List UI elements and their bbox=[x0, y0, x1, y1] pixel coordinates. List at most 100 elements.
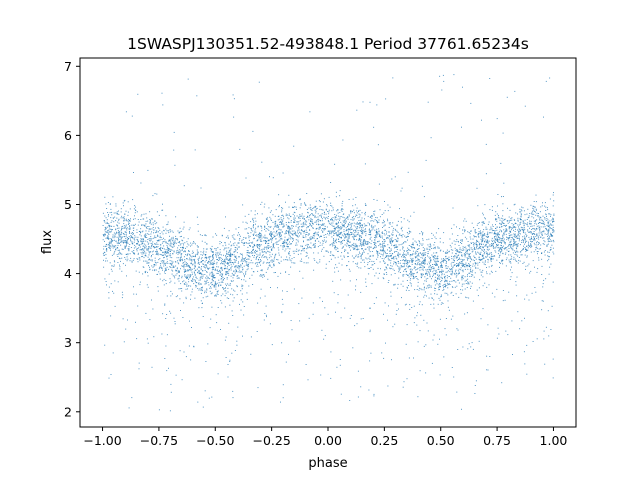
data-point bbox=[195, 286, 197, 288]
data-point bbox=[389, 238, 391, 240]
data-point bbox=[491, 230, 493, 232]
data-point bbox=[168, 239, 170, 241]
data-point bbox=[432, 271, 434, 273]
data-point bbox=[418, 248, 420, 249]
data-point bbox=[113, 235, 115, 237]
data-point bbox=[260, 274, 262, 276]
data-point bbox=[336, 235, 338, 237]
data-point bbox=[360, 224, 362, 226]
data-point bbox=[326, 226, 328, 228]
data-point bbox=[221, 278, 223, 280]
data-point bbox=[194, 273, 196, 275]
data-point bbox=[402, 255, 404, 256]
data-point bbox=[461, 255, 463, 257]
data-point bbox=[236, 248, 238, 250]
data-point bbox=[228, 249, 230, 251]
data-point bbox=[257, 226, 259, 228]
data-point bbox=[212, 258, 214, 260]
data-point bbox=[304, 221, 306, 223]
data-point bbox=[323, 237, 325, 238]
data-point bbox=[200, 287, 202, 289]
data-point bbox=[446, 282, 448, 284]
data-point bbox=[293, 217, 295, 219]
data-point bbox=[335, 191, 337, 193]
data-point bbox=[276, 234, 278, 236]
data-point bbox=[312, 313, 314, 315]
data-point bbox=[470, 271, 472, 273]
data-point bbox=[114, 236, 116, 238]
data-point bbox=[209, 274, 211, 276]
data-point bbox=[498, 217, 500, 219]
data-point bbox=[130, 239, 131, 241]
data-point bbox=[357, 396, 359, 398]
data-point bbox=[161, 242, 163, 244]
data-point bbox=[110, 208, 112, 210]
data-point bbox=[142, 249, 144, 251]
data-point bbox=[419, 264, 421, 266]
data-point bbox=[211, 269, 213, 271]
data-point bbox=[453, 262, 455, 263]
data-point bbox=[388, 259, 390, 261]
data-point bbox=[154, 257, 156, 259]
data-point bbox=[459, 261, 461, 263]
data-point bbox=[396, 224, 398, 226]
data-point bbox=[234, 249, 236, 251]
data-point bbox=[270, 231, 272, 233]
data-point bbox=[121, 291, 123, 293]
data-point bbox=[435, 270, 437, 272]
data-point bbox=[473, 236, 475, 238]
data-point bbox=[200, 300, 202, 302]
data-point bbox=[282, 246, 284, 248]
data-point bbox=[264, 225, 266, 227]
data-point bbox=[232, 262, 234, 264]
data-point bbox=[502, 210, 504, 212]
data-point bbox=[364, 231, 366, 233]
data-point bbox=[273, 243, 275, 245]
data-point bbox=[512, 225, 514, 227]
data-point bbox=[117, 243, 119, 244]
data-point bbox=[295, 234, 296, 236]
data-point bbox=[211, 271, 213, 273]
data-point bbox=[157, 227, 159, 229]
data-point bbox=[511, 266, 512, 268]
data-point bbox=[478, 222, 480, 224]
data-point bbox=[154, 235, 156, 237]
data-point bbox=[439, 274, 440, 276]
data-point bbox=[422, 239, 424, 241]
data-point bbox=[294, 217, 296, 219]
data-point bbox=[126, 227, 128, 229]
data-point bbox=[330, 219, 332, 221]
data-point bbox=[180, 283, 182, 285]
data-point bbox=[111, 211, 113, 213]
data-point bbox=[308, 216, 310, 218]
data-point bbox=[227, 263, 229, 265]
data-point bbox=[347, 218, 349, 220]
data-point bbox=[191, 244, 193, 246]
data-point bbox=[519, 328, 521, 330]
data-point bbox=[265, 251, 267, 253]
data-point bbox=[425, 272, 427, 274]
data-point bbox=[104, 231, 106, 233]
data-point bbox=[477, 233, 479, 234]
data-point bbox=[520, 254, 522, 256]
data-point bbox=[379, 234, 381, 236]
data-point bbox=[232, 274, 234, 276]
data-point bbox=[383, 246, 385, 248]
data-point bbox=[445, 259, 447, 261]
data-point bbox=[204, 269, 206, 271]
data-point bbox=[276, 230, 278, 232]
data-point bbox=[201, 240, 203, 242]
data-point bbox=[357, 233, 359, 235]
data-point bbox=[166, 256, 168, 258]
data-point bbox=[505, 248, 507, 250]
data-point bbox=[292, 250, 294, 252]
data-point bbox=[504, 247, 506, 248]
data-point bbox=[478, 236, 480, 238]
data-point bbox=[524, 298, 526, 300]
data-point bbox=[282, 241, 284, 243]
data-point bbox=[168, 254, 170, 256]
data-point bbox=[425, 252, 427, 254]
data-point bbox=[306, 239, 308, 241]
data-point bbox=[155, 237, 157, 239]
data-point bbox=[110, 268, 112, 270]
